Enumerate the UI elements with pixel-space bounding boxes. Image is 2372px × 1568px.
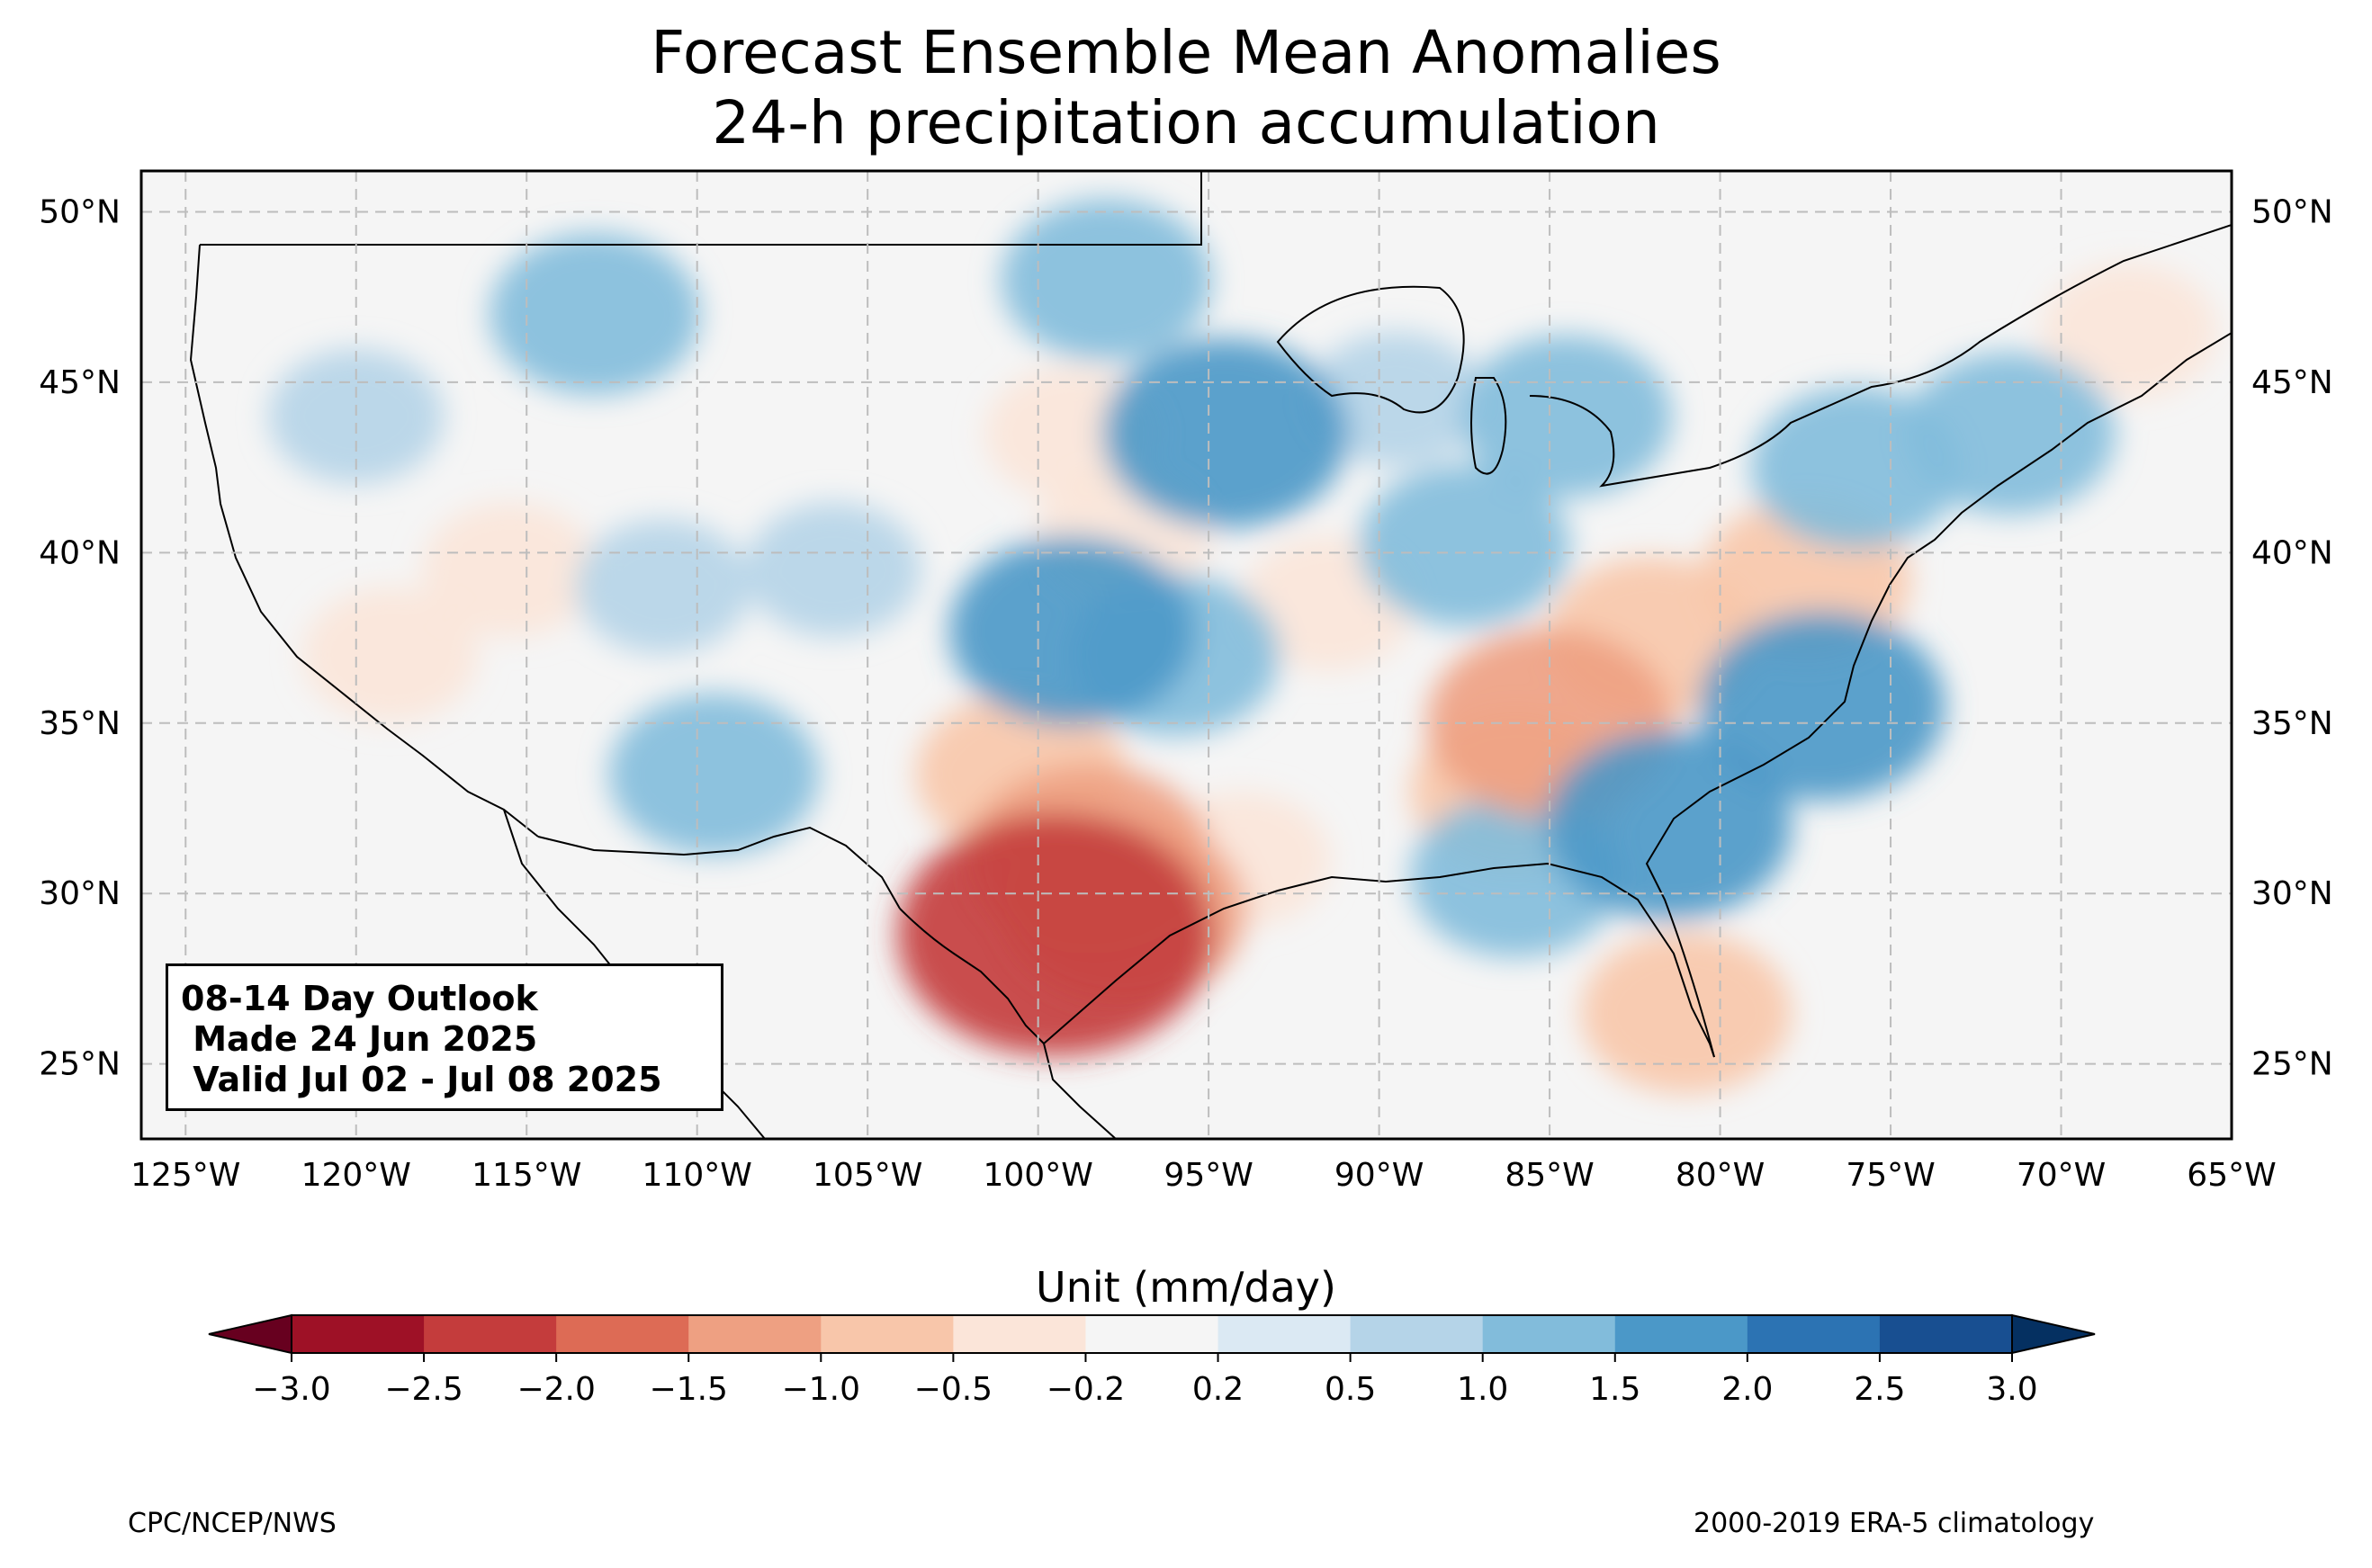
latitude-tick-label-right: 30°N	[2251, 875, 2333, 912]
colorbar-tick-label: 1.0	[1457, 1371, 1508, 1408]
anomaly-region	[1580, 931, 1792, 1094]
colorbar-bin	[688, 1315, 822, 1353]
colorbar-tick-label: −2.5	[384, 1371, 463, 1408]
colorbar-tick-label: −1.0	[782, 1371, 860, 1408]
anomaly-region	[745, 502, 921, 638]
anomaly-field	[268, 199, 2217, 1094]
colorbar-bin	[1747, 1315, 1881, 1353]
longitude-tick-label: 75°W	[1846, 1157, 1935, 1194]
colorbar-tick-label: −2.0	[517, 1371, 595, 1408]
longitude-ticks: 125°W 120°W 115°W 110°W 105°W 100°W 95°W 90°W 85…	[130, 1157, 2277, 1194]
us-canada-border	[200, 171, 1202, 246]
latitude-tick-label-left: 50°N	[39, 193, 121, 230]
longitude-tick-label: 125°W	[130, 1157, 240, 1194]
longitude-tick-label: 85°W	[1505, 1157, 1594, 1194]
colorbar-tick-label: −3.0	[252, 1371, 330, 1408]
colorbar-bin	[1350, 1315, 1484, 1353]
anomaly-region	[575, 519, 751, 655]
colorbar-under-arrow	[208, 1313, 292, 1355]
longitude-tick-label: 95°W	[1164, 1157, 1253, 1194]
colorbar: −3.0 −2.5 −2.0 −1.5 −1.0 −0.5 −0.2 0.2 0.5 1.0 1.5…	[208, 1313, 2096, 1408]
colorbar-bin	[292, 1315, 425, 1353]
latitude-tick-label-left: 25°N	[39, 1046, 121, 1083]
longitude-tick-label: 105°W	[813, 1157, 922, 1194]
longitude-tick-label: 65°W	[2187, 1157, 2276, 1194]
anomaly-region	[1359, 464, 1570, 627]
colorbar-bin	[821, 1315, 954, 1353]
colorbar-bin	[1482, 1315, 1616, 1353]
anomaly-region	[490, 233, 701, 396]
anomaly-region	[302, 587, 479, 722]
longitude-tick-label: 115°W	[472, 1157, 581, 1194]
longitude-tick-label: 80°W	[1676, 1157, 1765, 1194]
colorbar-bin	[953, 1315, 1086, 1353]
lake-michigan	[1470, 377, 1507, 475]
colorbar-tick-label: 3.0	[1986, 1371, 2037, 1408]
mexico-border	[537, 826, 901, 909]
colorbar-bin	[1614, 1315, 1748, 1353]
latitude-tick-label-left: 30°N	[39, 875, 121, 912]
lake-huron-erie	[1529, 224, 2232, 488]
longitude-tick-label: 90°W	[1334, 1157, 1424, 1194]
colorbar-tick-label: −0.5	[914, 1371, 993, 1408]
anomaly-region	[949, 536, 1196, 726]
outlook-label: 08-14 Day Outlook	[181, 979, 538, 1018]
latitude-tick-label-left: 45°N	[39, 364, 121, 401]
pacific-coast	[189, 244, 539, 838]
footer-credit: CPC/NCEP/NWS	[128, 1508, 337, 1539]
coastline-and-borders	[189, 171, 2232, 1139]
longitude-tick-label: 70°W	[2017, 1157, 2106, 1194]
outlook-info-box: 08-14 Day Outlook Made 24 Jun 2025 Valid…	[166, 963, 723, 1111]
longitude-tick-label: 100°W	[983, 1157, 1092, 1194]
colorbar-bin	[1217, 1315, 1352, 1353]
latitude-tick-label-right: 35°N	[2251, 705, 2333, 742]
atlantic-coast	[1645, 332, 2232, 1058]
colorbar-tick-label: −0.2	[1047, 1371, 1125, 1408]
colorbar-bin	[1085, 1315, 1219, 1353]
latitude-ticks: 50°N 50°N 45°N 45°N 40°N 40°N 35°N 35°N 30°N 30°N…	[39, 193, 2333, 1082]
latitude-tick-label-right: 40°N	[2251, 534, 2333, 571]
map-title-line-1: Forecast Ensemble Mean Anomalies	[651, 18, 1721, 87]
longitude-tick-label: 110°W	[642, 1157, 752, 1194]
anomaly-region	[1904, 352, 2116, 515]
map-title-line-2: 24-h precipitation accumulation	[712, 88, 1660, 157]
anomaly-region	[421, 502, 597, 638]
anomaly-region	[1461, 335, 1673, 497]
anomaly-region	[1699, 611, 1945, 801]
mexico-gulf-coast	[1043, 1043, 1117, 1139]
gridlines	[141, 171, 2233, 1139]
colorbar-tick-label: 2.0	[1721, 1371, 1773, 1408]
map-frame	[139, 169, 2233, 1141]
colorbar-tick-label: 0.5	[1325, 1371, 1376, 1408]
anomaly-region	[1308, 331, 1485, 467]
footer-climatology: 2000-2019 ERA-5 climatology	[1694, 1508, 2095, 1539]
latitude-tick-label-left: 40°N	[39, 534, 121, 571]
latitude-tick-label-right: 25°N	[2251, 1046, 2333, 1083]
made-date: Made 24 Jun 2025	[181, 1019, 538, 1059]
great-lakes-outline	[1276, 285, 1465, 414]
latitude-tick-label-right: 45°N	[2251, 364, 2333, 401]
colorbar-over-arrow	[2011, 1313, 2096, 1355]
colorbar-frame	[291, 1314, 2013, 1354]
colorbar-bin	[556, 1315, 689, 1353]
colorbar-label: Unit (mm/day)	[1036, 1263, 1336, 1312]
colorbar-tick-label: 1.5	[1589, 1371, 1640, 1408]
anomaly-region	[1102, 338, 1349, 528]
colorbar-tick-label: −1.5	[650, 1371, 728, 1408]
latitude-tick-label-right: 50°N	[2251, 193, 2333, 230]
valid-dates: Valid Jul 02 - Jul 08 2025	[181, 1060, 662, 1099]
anomaly-region	[2041, 264, 2217, 399]
anomaly-region	[608, 693, 820, 856]
colorbar-bin	[1879, 1315, 2013, 1353]
latitude-tick-label-left: 35°N	[39, 705, 121, 742]
colorbar-bin	[424, 1315, 557, 1353]
anomaly-region	[1001, 199, 1212, 362]
colorbar-tick-label: 0.2	[1192, 1371, 1244, 1408]
anomaly-region	[897, 812, 1214, 1056]
colorbar-tick-label: 2.5	[1854, 1371, 1905, 1408]
longitude-tick-label: 120°W	[301, 1157, 411, 1194]
